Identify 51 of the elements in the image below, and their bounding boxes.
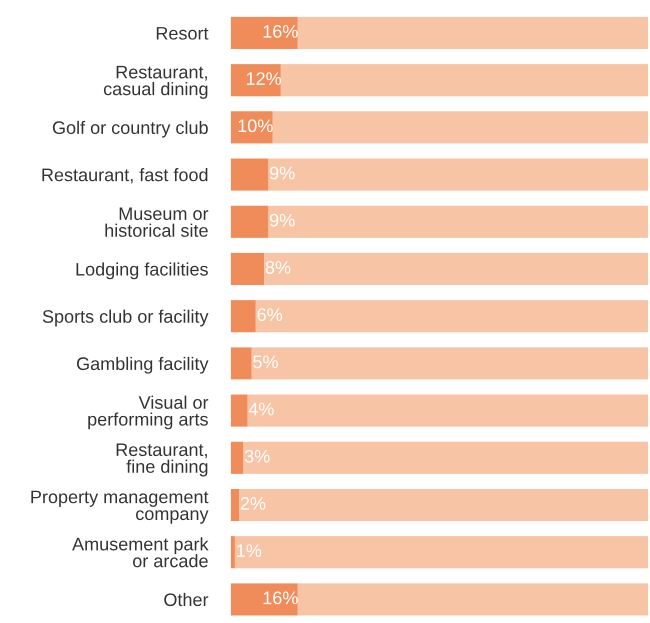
bar <box>298 16 648 49</box>
data-label: 16% <box>264 25 298 38</box>
y-tick-label: Restaurant, fast food <box>42 168 208 184</box>
bar <box>230 488 240 522</box>
data-label: 12% <box>246 72 282 85</box>
bar <box>268 158 648 191</box>
bar <box>230 300 256 332</box>
y-tick-label: Golf or country club <box>52 120 208 138</box>
bar <box>239 488 648 522</box>
bar <box>268 206 648 238</box>
y-tick-label: Lodging facilities <box>76 262 208 280</box>
y-tick-label: Amusement park or arcade <box>72 537 209 568</box>
bar <box>243 442 648 474</box>
y-tick-label: Restaurant, fine dining <box>116 443 208 476</box>
bar <box>234 536 648 568</box>
y-tick-label: Other <box>164 592 208 606</box>
data-label: 1% <box>237 544 262 557</box>
y-tick-label: Visual or performing arts <box>88 396 208 430</box>
bar <box>252 347 648 380</box>
bar <box>230 347 252 380</box>
data-label: 9% <box>270 166 295 180</box>
bar <box>280 64 648 96</box>
y-tick-label: Gambling facility <box>76 356 208 374</box>
bar <box>264 252 648 286</box>
bar <box>230 442 244 474</box>
data-label: 6% <box>258 308 282 322</box>
data-label: 3% <box>244 450 270 463</box>
y-tick-label: Sports club or facility <box>42 310 208 326</box>
data-label: 4% <box>248 402 274 416</box>
data-label: 9% <box>270 214 295 227</box>
bar <box>230 536 235 568</box>
data-label: 8% <box>266 261 290 274</box>
data-label: 10% <box>238 119 273 132</box>
bar <box>230 583 298 616</box>
bar <box>230 16 298 49</box>
bar <box>230 206 268 238</box>
data-label: 2% <box>240 497 266 510</box>
bar <box>230 158 268 191</box>
data-label: 16% <box>264 591 298 604</box>
y-tick-label: Restaurant, casual dining <box>104 66 208 99</box>
bar <box>247 394 648 427</box>
y-tick-label: Resort <box>156 27 208 40</box>
y-tick-label: Property management company <box>31 490 208 524</box>
bar <box>298 583 648 616</box>
bar <box>256 300 648 332</box>
bar <box>230 64 281 96</box>
bar <box>230 394 248 427</box>
bar <box>272 111 648 144</box>
y-tick-label: Museum or historical site <box>105 207 208 237</box>
data-label: 5% <box>253 356 278 368</box>
bar <box>230 252 264 286</box>
